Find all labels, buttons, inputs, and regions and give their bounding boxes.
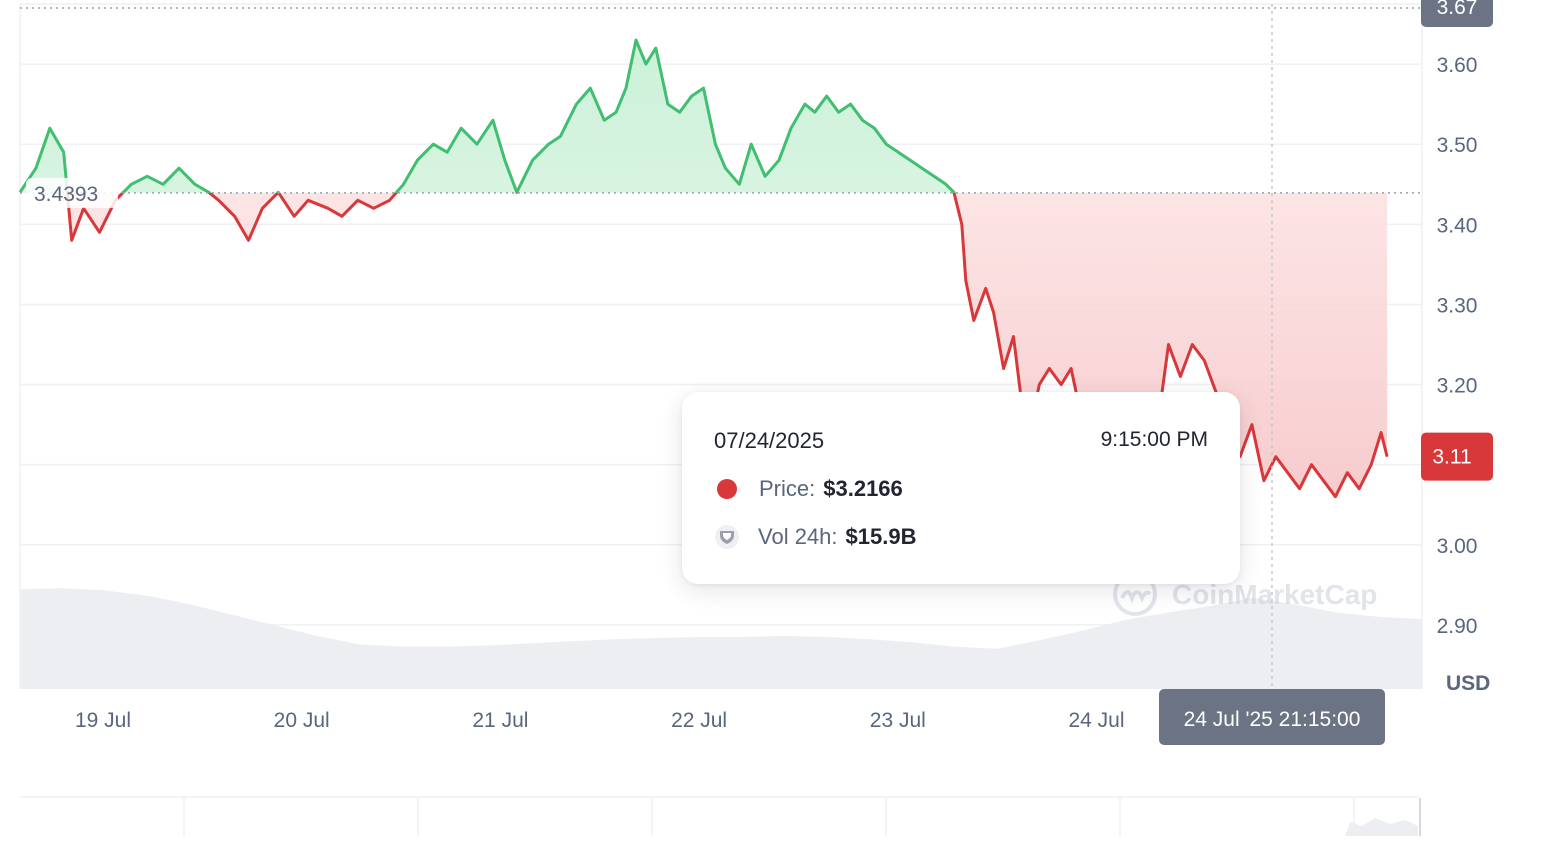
price-tooltip: 07/24/2025 9:15:00 PM Price: $3.2166 Vol… [682, 392, 1240, 584]
tooltip-price-row: Price: $3.2166 [714, 476, 903, 502]
range-navigator[interactable] [20, 796, 1421, 836]
tooltip-price-value: $3.2166 [823, 476, 903, 501]
current-price-badge: 3.11 [1421, 432, 1493, 481]
y-tick-label: 3.20 [1437, 375, 1478, 398]
current-price-badge-background [1421, 432, 1493, 481]
current-price-badge-text: 3.11 [1432, 446, 1471, 469]
y-tick-label: 3.30 [1437, 294, 1478, 317]
x-axis: 19 Jul 20 Jul 21 Jul 22 Jul 23 Jul 24 Jul [75, 709, 1125, 732]
watermark-text: CoinMarketCap [1172, 579, 1377, 610]
currency-label: USD [1446, 672, 1490, 695]
tooltip-volume-label: Vol 24h: [758, 524, 838, 549]
x-tick-label: 19 Jul [75, 709, 131, 732]
baseline-label-text: 3.4393 [34, 183, 98, 206]
crosshair-time-background [1159, 689, 1385, 745]
x-tick-label: 20 Jul [274, 709, 330, 732]
crosshair-time-text: 24 Jul '25 21:15:00 [1184, 708, 1361, 731]
tooltip-volume-value: $15.9B [845, 524, 917, 549]
navigator-mini-series [1345, 818, 1418, 836]
y-tick-label: 3.00 [1437, 535, 1478, 558]
y-tick-label: 3.40 [1437, 214, 1478, 237]
high-price-badge: 3.67 [1421, 0, 1493, 28]
volume-shield-icon [715, 525, 739, 549]
tooltip-volume-row: Vol 24h: $15.9B [714, 524, 916, 550]
tooltip-date: 07/24/2025 [714, 428, 825, 453]
x-tick-label: 21 Jul [472, 709, 528, 732]
y-tick-label: 3.50 [1437, 134, 1478, 157]
volume-area [20, 588, 1422, 689]
y-tick-label: 2.90 [1437, 615, 1478, 638]
baseline-label: 3.4393 [26, 177, 118, 208]
crosshair-time-label: 24 Jul '25 21:15:00 [1159, 689, 1385, 745]
price-dot-icon [717, 479, 737, 499]
tooltip-time: 9:15:00 PM [1100, 428, 1208, 451]
area-fill-below-baseline [67, 192, 1388, 497]
tooltip-price-label: Price: [759, 476, 816, 501]
high-price-badge-text: 3.67 [1437, 0, 1478, 19]
price-line-below-baseline [20, 192, 1389, 499]
x-tick-label: 22 Jul [671, 709, 727, 732]
price-line-above-baseline [18, 38, 956, 193]
x-tick-label: 23 Jul [870, 709, 926, 732]
y-axis: 3.603.503.403.303.203.103.002.90 [1437, 54, 1478, 638]
x-tick-label: 24 Jul [1068, 709, 1124, 732]
area-fill-above-baseline [20, 40, 1388, 193]
baseline-label-background [26, 177, 118, 208]
high-price-badge-background [1421, 0, 1493, 28]
y-tick-label: 3.60 [1437, 54, 1478, 77]
